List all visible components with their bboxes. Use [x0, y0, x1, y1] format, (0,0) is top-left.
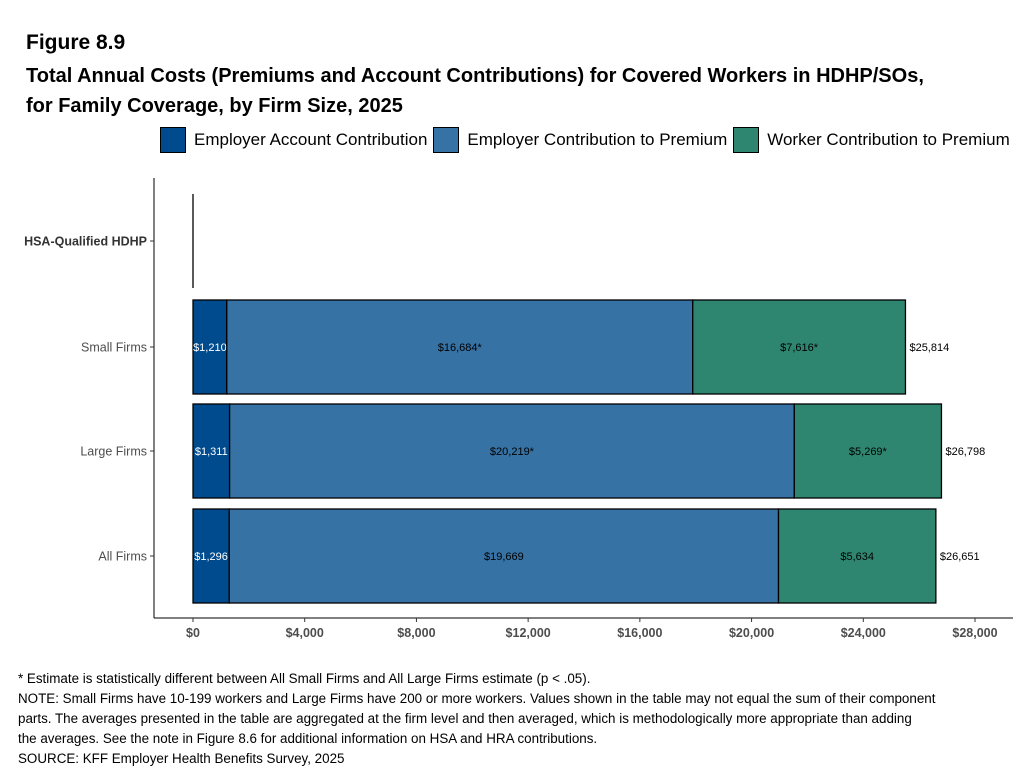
- data-label-all-firms-employer-contribution-to-premium: $19,669: [484, 551, 524, 563]
- bar-all-firms-worker-contribution-to-premium: [777, 508, 937, 604]
- legend: Employer Account Contribution Employer C…: [160, 127, 1016, 153]
- footnote-note-line-3: the averages. See the note in Figure 8.6…: [18, 731, 598, 746]
- x-tick-label-2: $8,000: [397, 626, 435, 640]
- footnote-source: SOURCE: KFF Employer Health Benefits Sur…: [18, 751, 345, 766]
- x-tick-label-5: $20,000: [729, 626, 774, 640]
- y-tick-label-hsa-qualified-hdhp: HSA-Qualified HDHP: [24, 235, 147, 249]
- legend-label-employer-premium: Employer Contribution to Premium: [467, 130, 728, 149]
- data-label-small-firms-employer-account-contribution: $1,210: [193, 342, 227, 354]
- y-tick-label-all-firms: All Firms: [98, 550, 147, 564]
- data-label-small-firms-worker-contribution-to-premium: $7,616*: [780, 342, 819, 354]
- legend-swatch-worker-premium: [733, 127, 760, 153]
- x-tick-label-1: $4,000: [286, 626, 324, 640]
- bar-all-firms-employer-account-contribution: [192, 508, 230, 604]
- data-label-large-firms-employer-contribution-to-premium: $20,219*: [490, 446, 535, 458]
- x-tick-label-3: $12,000: [506, 626, 551, 640]
- bar-large-firms-worker-contribution-to-premium: [793, 403, 943, 499]
- footnote-note-line-1: NOTE: Small Firms have 10-199 workers an…: [18, 691, 936, 706]
- legend-label-worker-premium: Worker Contribution to Premium: [767, 130, 1010, 149]
- data-label-all-firms-employer-account-contribution: $1,296: [194, 551, 228, 563]
- legend-item-employer-account: Employer Account Contribution: [160, 127, 427, 153]
- bar-small-firms-worker-contribution-to-premium: [692, 299, 907, 395]
- footnotes: * Estimate is statistically different be…: [18, 669, 1008, 769]
- chart-title: Total Annual Costs (Premiums and Account…: [26, 61, 1006, 121]
- x-tick-label-7: $28,000: [952, 626, 997, 640]
- legend-swatch-employer-account: [160, 127, 186, 153]
- chart-title-line-2: for Family Coverage, by Firm Size, 2025: [26, 95, 403, 117]
- data-label-all-firms-worker-contribution-to-premium: $5,634: [840, 551, 874, 563]
- x-tick-label-4: $16,000: [617, 626, 662, 640]
- x-tick-label-6: $24,000: [841, 626, 886, 640]
- bar-large-firms-employer-contribution-to-premium: [228, 403, 795, 499]
- data-label-small-firms-employer-contribution-to-premium: $16,684*: [438, 342, 483, 354]
- footnote-note-line-2: parts. The averages presented in the tab…: [18, 711, 912, 726]
- footnote-significance: * Estimate is statistically different be…: [18, 671, 591, 686]
- bar-all-firms-employer-contribution-to-premium: [228, 508, 780, 604]
- data-label-large-firms-employer-account-contribution: $1,311: [195, 446, 228, 458]
- total-label-all-firms: $26,651: [940, 551, 980, 563]
- y-tick-label-small-firms: Small Firms: [81, 341, 147, 355]
- legend-item-employer-premium: Employer Contribution to Premium: [433, 127, 727, 153]
- x-tick-label-0: $0: [186, 626, 200, 640]
- legend-item-worker-premium: Worker Contribution to Premium: [733, 127, 1010, 153]
- total-label-small-firms: $25,814: [909, 342, 949, 354]
- y-tick-label-large-firms: Large Firms: [80, 445, 147, 459]
- figure-number: Figure 8.9: [26, 31, 126, 54]
- bar-small-firms-employer-account-contribution: [192, 299, 228, 395]
- total-label-large-firms: $26,798: [945, 446, 985, 458]
- data-label-large-firms-worker-contribution-to-premium: $5,269*: [849, 446, 888, 458]
- legend-swatch-employer-premium: [433, 127, 460, 153]
- legend-label-employer-account: Employer Account Contribution: [194, 130, 428, 149]
- chart-title-line-1: Total Annual Costs (Premiums and Account…: [26, 65, 924, 87]
- bar-large-firms-employer-account-contribution: [192, 403, 231, 499]
- bar-chart: HSA-Qualified HDHP Small Firms Large Firms…: [24, 178, 1013, 640]
